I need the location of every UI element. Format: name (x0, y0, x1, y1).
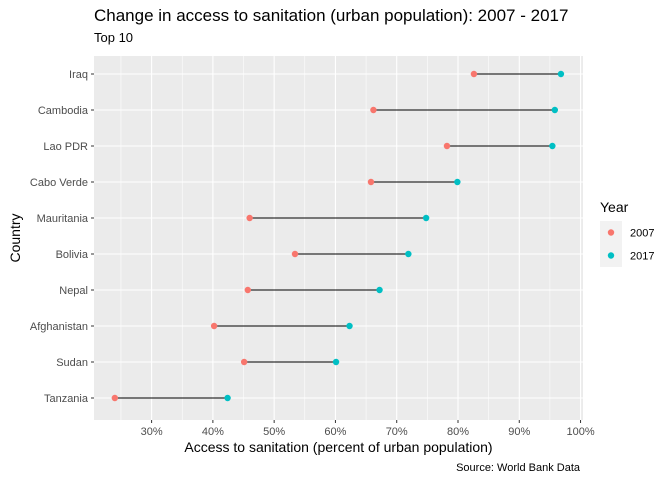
data-point-2007 (443, 142, 451, 150)
y-tick-label: Lao PDR (43, 141, 88, 153)
x-tick-label: 80% (447, 426, 469, 438)
data-point-2007 (240, 358, 248, 366)
data-point-2017 (346, 322, 353, 330)
dumbbell-segments (114, 73, 561, 399)
chart-title: Change in access to sanitation (urban po… (94, 6, 568, 25)
y-tick-label: Tanzania (44, 393, 89, 405)
x-tick-label: 60% (324, 426, 346, 438)
x-tick-label: 100% (566, 426, 594, 438)
data-point-2017 (376, 286, 383, 294)
data-point-2017 (405, 250, 412, 258)
legend-title: Year (600, 199, 629, 215)
x-tick-label: 70% (386, 426, 408, 438)
legend-items: 2007 2017 (600, 221, 654, 267)
x-tick-label: 50% (263, 426, 285, 438)
x-axis-title: Access to sanitation (percent of urban p… (184, 439, 492, 455)
data-point-2017 (454, 178, 461, 186)
data-point-2007 (111, 394, 119, 402)
legend-key-point (607, 229, 615, 236)
grid-minor (120, 56, 551, 420)
data-point-2007 (210, 322, 218, 330)
data-point-2017 (422, 214, 430, 222)
y-tick-label: Cambodia (38, 105, 89, 117)
data-point-2007 (370, 106, 377, 114)
data-point-2007 (470, 70, 478, 78)
x-axis-ticks: 30% 40% 50% 60% 70% 80% 90% 100% (141, 420, 595, 438)
data-point-2017 (224, 394, 231, 402)
data-point-2007 (367, 178, 375, 186)
y-axis-title: Country (7, 213, 23, 262)
legend-label: 2017 (630, 251, 654, 263)
data-point-2007 (246, 214, 253, 222)
y-axis-ticks: Iraq Cambodia Lao PDR Cabo Verde Mauritania B… (30, 69, 94, 405)
y-tick-label: Afghanistan (30, 321, 88, 333)
data-point-2017 (549, 142, 556, 150)
data-point-2017 (551, 106, 559, 114)
data-point-2007 (244, 286, 252, 294)
legend: Year 2007 2017 (600, 199, 654, 267)
data-point-2007 (291, 250, 299, 258)
y-tick-label: Cabo Verde (30, 177, 88, 189)
x-tick-label: 90% (508, 426, 530, 438)
chart-caption: Source: World Bank Data (456, 462, 581, 474)
x-tick-label: 30% (141, 426, 163, 438)
plot-panel (94, 56, 583, 420)
legend-key-point (607, 252, 615, 259)
data-point-2017 (557, 70, 565, 78)
y-tick-label: Sudan (56, 357, 88, 369)
y-tick-label: Nepal (59, 285, 88, 297)
data-points (111, 70, 565, 402)
y-tick-label: Mauritania (37, 213, 89, 225)
chart-subtitle: Top 10 (94, 30, 133, 45)
legend-label: 2007 (630, 228, 654, 240)
x-tick-label: 40% (202, 426, 224, 438)
data-point-2017 (332, 358, 340, 366)
y-tick-label: Iraq (69, 69, 88, 81)
y-tick-label: Bolivia (56, 249, 89, 261)
